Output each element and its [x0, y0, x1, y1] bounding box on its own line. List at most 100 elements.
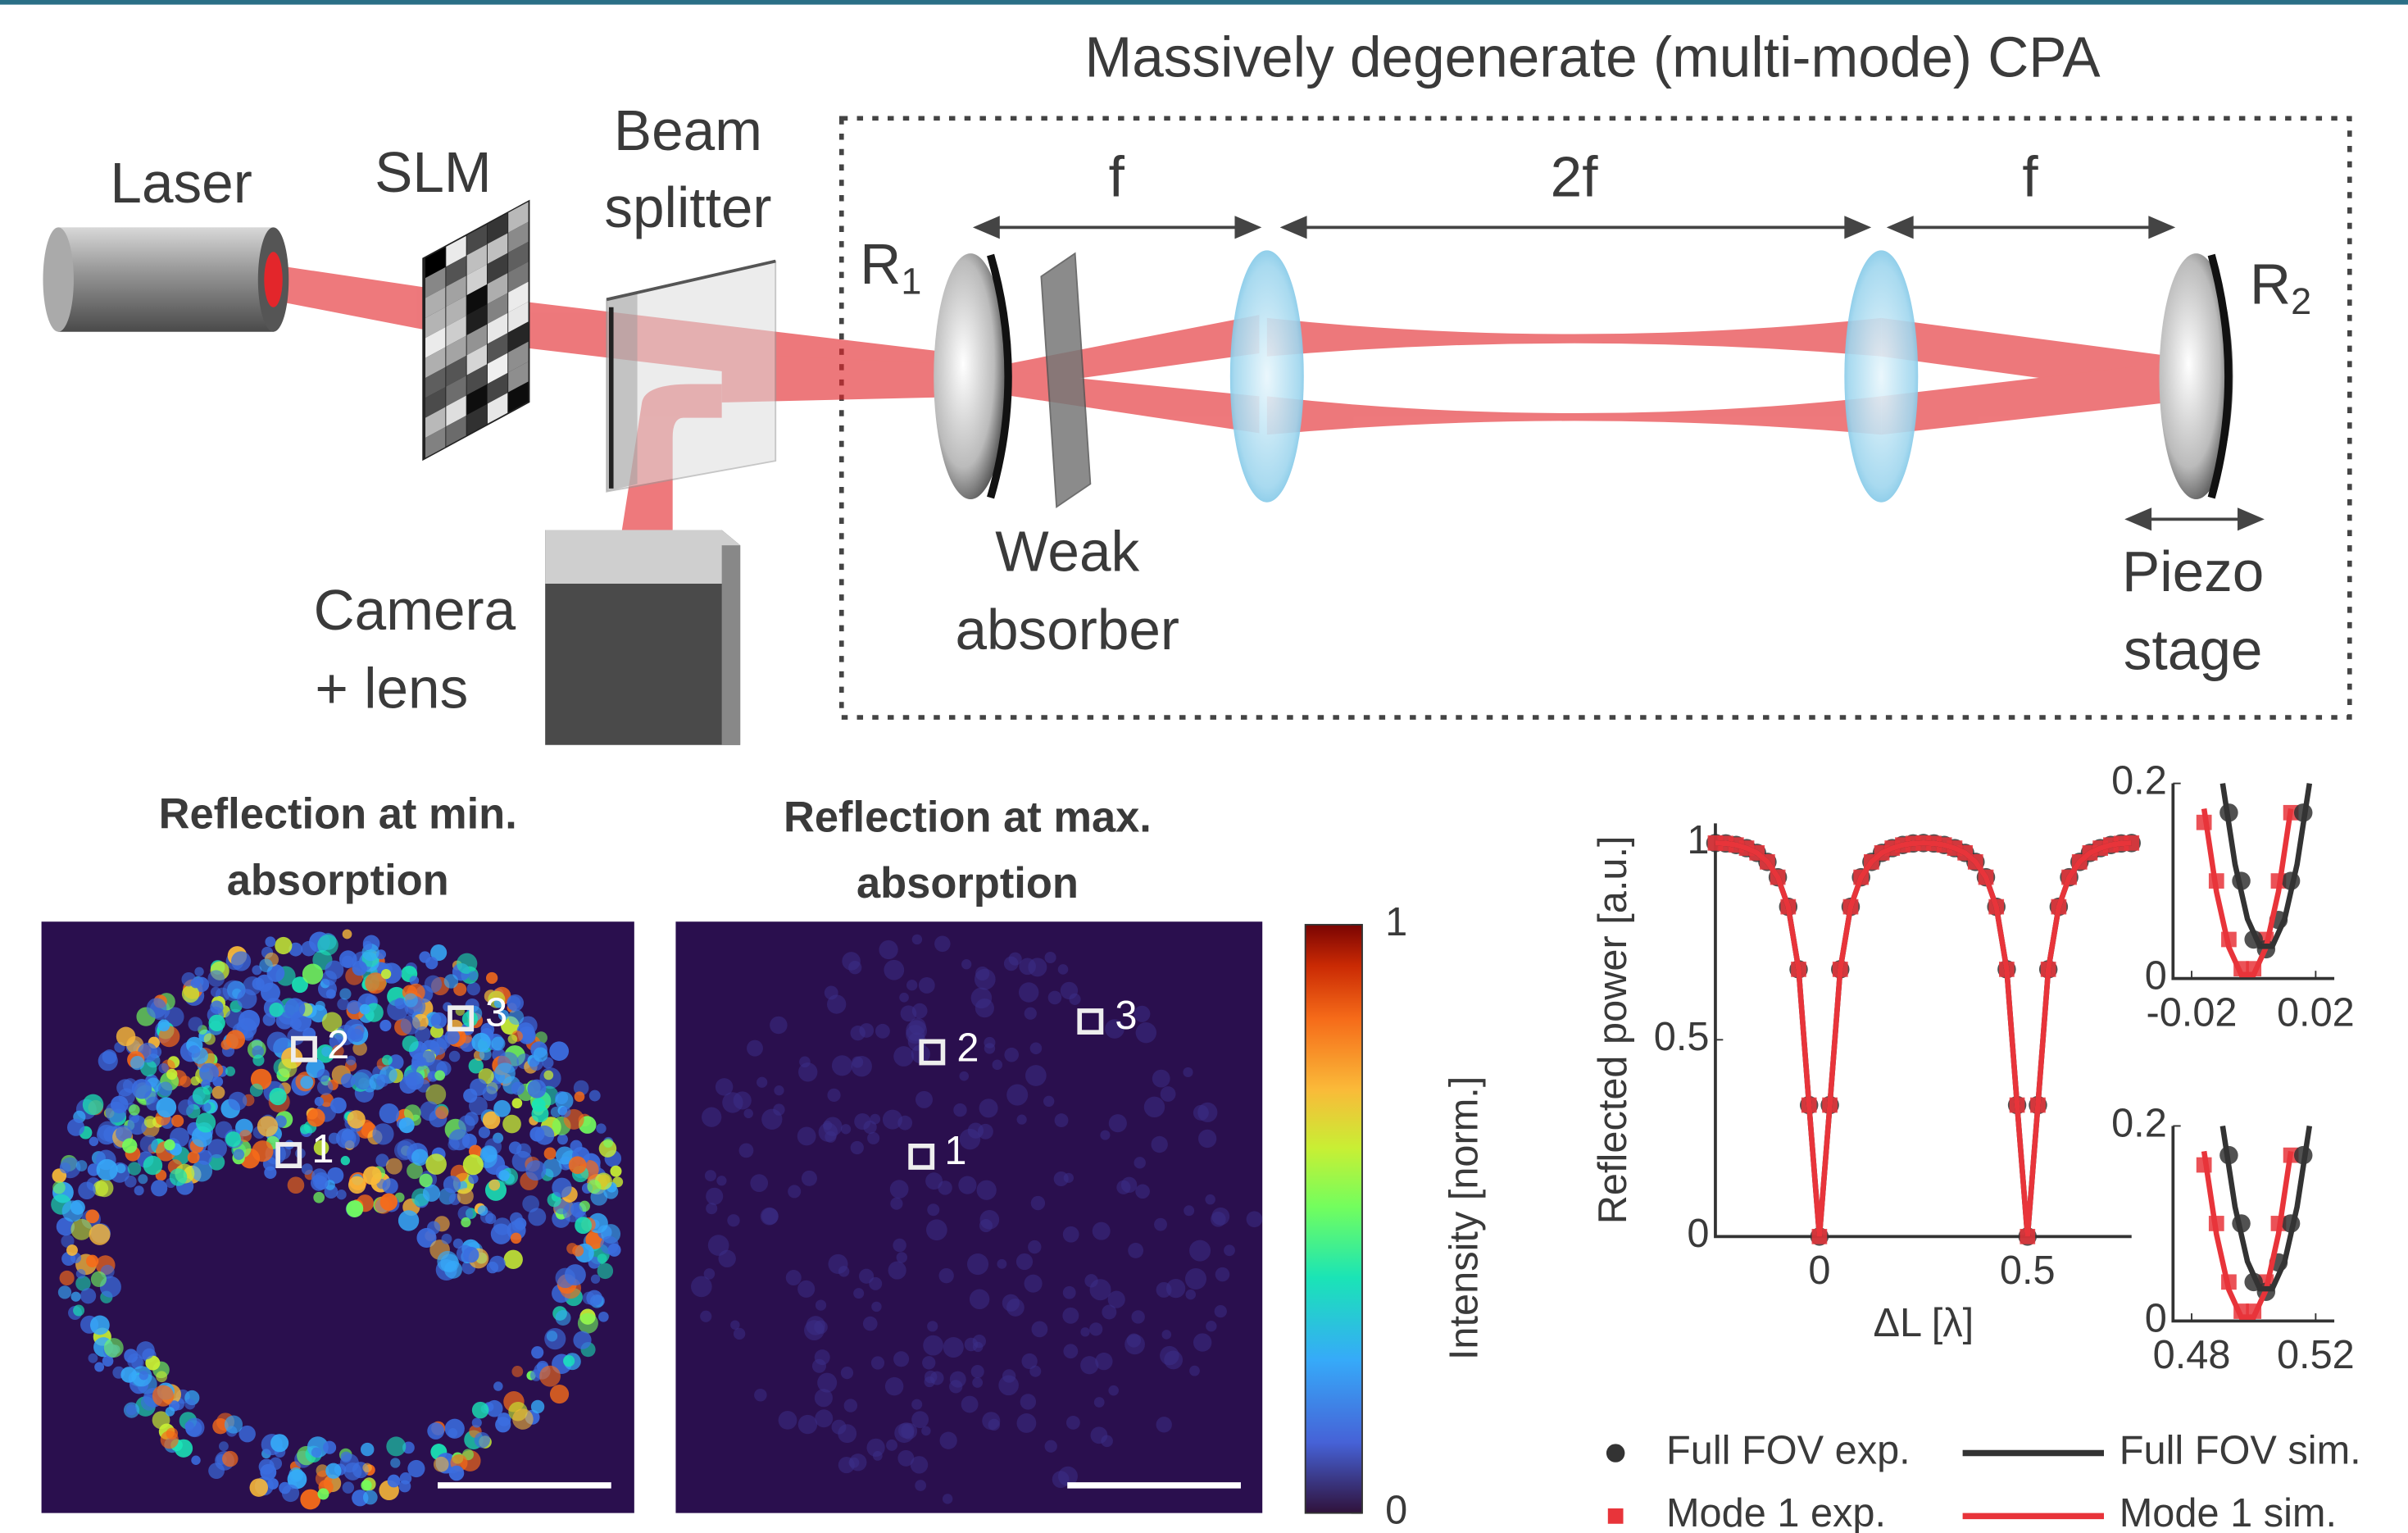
speckle-spot	[75, 1276, 91, 1291]
speckle-spot	[1095, 1352, 1113, 1371]
colorbar-ticks: 01	[1351, 900, 1407, 1533]
speckle-spot	[756, 1076, 768, 1088]
speckle-spot	[342, 1481, 355, 1494]
speckle-spot	[372, 1123, 394, 1145]
speckle-spot	[893, 1046, 914, 1067]
slm-pixel	[466, 384, 487, 416]
speckle-spot	[925, 1172, 943, 1190]
speckle-spot	[231, 951, 252, 971]
speckle-spot	[528, 1208, 547, 1226]
speckle-spot	[1063, 1172, 1074, 1183]
speckle-spot	[225, 1030, 245, 1049]
speckle-spot	[1015, 1253, 1034, 1271]
speckle-spot	[70, 1199, 85, 1215]
speckle-spot	[921, 1426, 931, 1436]
slm-pixel	[425, 347, 446, 378]
speckle-spot	[850, 1025, 866, 1041]
slm-pixel	[446, 295, 466, 327]
speckle-spot	[785, 1270, 802, 1286]
speckle-spot	[448, 1139, 460, 1151]
speckle-spot	[187, 1151, 200, 1164]
speckle-spot	[997, 1258, 1007, 1269]
speckle-spot	[852, 1056, 864, 1068]
slm-pixel	[487, 333, 508, 364]
speckle-spot	[918, 976, 935, 994]
speckle-spot	[379, 1193, 398, 1211]
speckle-spot	[704, 1170, 716, 1182]
speckle-spot	[870, 1356, 885, 1370]
speckle-spot	[427, 1422, 445, 1440]
x-tick-label: -0.02	[2147, 990, 2238, 1035]
speckle-spot	[598, 1311, 609, 1322]
legend-swatch	[1607, 1508, 1624, 1524]
speckle-spot	[1054, 1113, 1069, 1128]
speckle-spot	[452, 1238, 464, 1249]
data-line	[2201, 1150, 2294, 1320]
speckle-spot	[420, 1050, 436, 1067]
speckle-spot	[1063, 1344, 1079, 1359]
speckle-spot	[502, 1114, 521, 1134]
speckle-spot	[429, 1037, 448, 1055]
speckle-spot	[385, 1158, 402, 1175]
speckle-spot	[982, 1412, 1001, 1431]
speckle-spot	[603, 1138, 613, 1149]
x-tick-label: 0.52	[2277, 1333, 2355, 1377]
speckle-spot	[715, 1078, 734, 1096]
speckle-spot	[510, 1232, 522, 1244]
speckle-spot	[448, 1465, 465, 1481]
speckle-spot	[300, 1489, 321, 1510]
speckle-spot	[337, 998, 350, 1011]
speckle-spot	[346, 1200, 364, 1217]
speckle-spot	[336, 1190, 347, 1200]
speckle-spot	[564, 1264, 586, 1286]
speckle-spot	[888, 1261, 906, 1280]
speckle-spot	[539, 1365, 561, 1387]
speckle-spot	[208, 1153, 225, 1171]
slm-pixel	[425, 366, 446, 398]
beam-splitter	[606, 259, 777, 493]
speckle-spot	[491, 1036, 506, 1051]
speckle-spot	[1185, 1289, 1197, 1300]
slm-pixel	[466, 404, 487, 435]
slm-pixel	[508, 321, 529, 353]
speckle-spot	[379, 1019, 392, 1032]
speckle-spot	[158, 1081, 173, 1096]
speckle-spot	[471, 1417, 482, 1428]
speckle-spot	[89, 1315, 110, 1335]
speckle-spot	[252, 1045, 265, 1058]
speckle-spot	[555, 1146, 575, 1165]
speckle-spot	[169, 1168, 188, 1186]
slm-pixel	[446, 275, 466, 307]
speckle-spot	[488, 1179, 501, 1191]
speckle-spot	[1211, 1212, 1226, 1227]
speckle-spot	[1062, 1285, 1076, 1299]
speckle-spot	[910, 1456, 929, 1474]
speckle-spot	[59, 1162, 71, 1174]
speckle-spot	[156, 1371, 168, 1383]
speckle-spot	[1043, 1095, 1055, 1108]
speckle-spot	[879, 939, 898, 960]
weak-absorber	[1040, 252, 1092, 509]
speckle-spot	[1108, 1114, 1127, 1133]
speckle-spot	[127, 1162, 142, 1176]
piezo-label: Piezo	[2122, 539, 2264, 603]
speckle-spot	[1060, 981, 1079, 1000]
speckle-spot	[1165, 1278, 1186, 1299]
speckle-spot	[52, 1180, 66, 1194]
speckle-spot	[387, 1474, 401, 1488]
mirror-label: R2	[2250, 252, 2311, 322]
speckle-spot	[441, 1233, 452, 1244]
speckle-spot	[949, 1371, 966, 1388]
slm-pixel	[446, 355, 466, 387]
speckle-spot	[289, 1017, 302, 1030]
marker-label: 2	[327, 1023, 349, 1067]
absorber-label: Weak	[995, 520, 1139, 584]
speckle-spot	[859, 1268, 875, 1284]
speckle-spot	[359, 1003, 370, 1015]
speckle-spot	[1089, 1322, 1103, 1336]
speckle-spot	[1189, 1240, 1211, 1262]
speckle-spot	[1184, 1267, 1206, 1290]
speckle-spot	[341, 955, 354, 968]
speckle-spot	[984, 1043, 996, 1054]
speckle-spot	[979, 1099, 998, 1118]
